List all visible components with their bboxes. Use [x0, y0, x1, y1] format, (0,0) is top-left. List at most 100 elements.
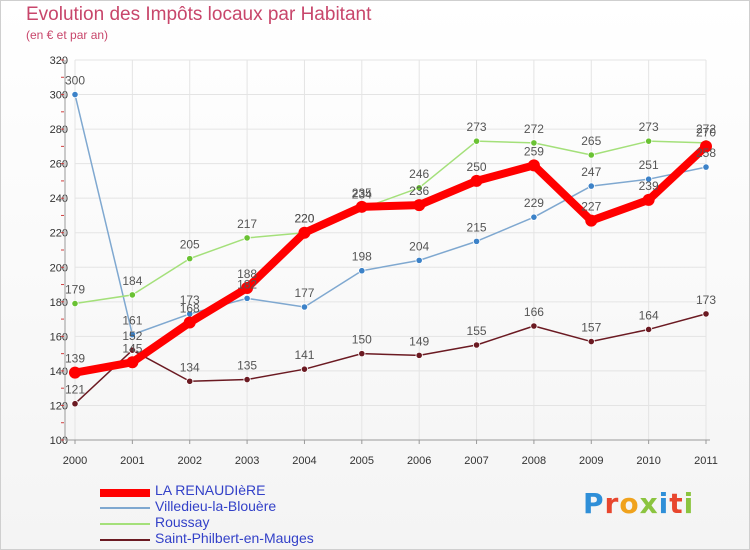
legend-label: Saint-Philbert-en-Mauges [155, 530, 314, 546]
legend-swatch-la-renaudiere [100, 489, 150, 497]
data-point-saint-philbert-en-mauges [702, 310, 710, 318]
data-point-villedieu-la-blouere [587, 182, 595, 190]
data-label-la-renaudiere: 250 [467, 160, 487, 174]
data-point-la-renaudiere [527, 159, 540, 172]
data-label-villedieu-la-blouere: 177 [294, 286, 314, 300]
data-label-saint-philbert-en-mauges: 121 [65, 383, 85, 397]
chart-subtitle: (en € et par an) [26, 28, 109, 42]
data-point-villedieu-la-blouere [415, 256, 423, 264]
series-line-saint-philbert-en-mauges [74, 313, 707, 405]
data-point-saint-philbert-en-mauges [186, 377, 194, 385]
data-point-roussay [472, 137, 481, 145]
data-label-roussay: 184 [122, 274, 142, 288]
data-label-villedieu-la-blouere: 258 [696, 146, 716, 160]
y-tick-label: 120 [50, 400, 68, 412]
data-point-la-renaudiere [69, 366, 81, 379]
data-label-roussay: 273 [639, 120, 659, 134]
y-tick-label: 160 [50, 331, 68, 343]
legend-label: Roussay [155, 514, 210, 530]
legend-swatch-saint-philbert [100, 539, 150, 541]
data-point-villedieu-la-blouere [300, 303, 309, 311]
data-point-villedieu-la-blouere [71, 90, 79, 99]
x-tick-label: 2010 [636, 455, 660, 467]
x-tick-label: 2004 [292, 455, 316, 467]
data-point-roussay [587, 151, 595, 159]
data-label-roussay: 179 [65, 283, 85, 297]
data-label-saint-philbert-en-mauges: 157 [581, 321, 601, 335]
data-point-la-renaudiere [355, 200, 368, 213]
data-label-saint-philbert-en-mauges: 155 [467, 324, 487, 338]
data-label-saint-philbert-en-mauges: 149 [409, 334, 429, 348]
data-label-roussay: 234 [352, 188, 372, 202]
x-tick-label: 2002 [177, 455, 201, 467]
y-tick-label: 140 [50, 366, 68, 378]
x-tick-label: 2008 [522, 455, 546, 467]
data-label-la-renaudiere: 168 [180, 302, 200, 316]
legend-label: Villedieu-la-Blouère [155, 498, 277, 514]
data-point-villedieu-la-blouere [358, 267, 366, 275]
x-tick-label: 2005 [350, 455, 374, 467]
data-point-la-renaudiere [298, 226, 311, 239]
data-point-saint-philbert-en-mauges [415, 351, 423, 359]
data-point-saint-philbert-en-mauges [358, 350, 366, 358]
data-label-roussay: 246 [409, 167, 429, 181]
data-label-saint-philbert-en-mauges: 141 [294, 348, 314, 362]
data-label-la-renaudiere: 236 [409, 184, 429, 198]
data-point-saint-philbert-en-mauges [587, 337, 595, 346]
data-label-saint-philbert-en-mauges: 134 [180, 360, 200, 374]
data-label-saint-philbert-en-mauges: 135 [237, 359, 257, 373]
data-label-la-renaudiere: 220 [294, 212, 314, 226]
data-label-villedieu-la-blouere: 215 [467, 220, 487, 234]
data-point-la-renaudiere [585, 214, 598, 227]
data-point-la-renaudiere [241, 282, 254, 294]
data-label-la-renaudiere: 139 [65, 352, 85, 366]
data-point-roussay [645, 137, 653, 145]
data-label-roussay: 217 [237, 217, 257, 231]
series-line-villedieu-la-blouere [74, 93, 707, 336]
data-point-villedieu-la-blouere [530, 213, 538, 221]
y-tick-label: 280 [50, 124, 68, 136]
data-label-roussay: 205 [180, 238, 200, 252]
data-label-villedieu-la-blouere: 204 [409, 239, 429, 253]
data-point-saint-philbert-en-mauges [71, 400, 79, 408]
data-point-saint-philbert-en-mauges [645, 325, 653, 334]
data-label-la-renaudiere: 239 [639, 179, 659, 193]
data-point-villedieu-la-blouere [128, 331, 136, 339]
data-label-saint-philbert-en-mauges: 164 [639, 308, 659, 322]
data-label-la-renaudiere: 188 [237, 267, 257, 281]
x-tick-label: 2007 [464, 455, 488, 467]
data-label-la-renaudiere: 235 [352, 186, 372, 200]
y-tick-label: 220 [50, 228, 68, 240]
data-point-saint-philbert-en-mauges [530, 322, 538, 330]
x-tick-label: 2011 [694, 455, 718, 467]
proxiti-logo: Proxiti [583, 487, 695, 520]
data-point-roussay [186, 255, 194, 263]
data-point-villedieu-la-blouere [243, 294, 251, 302]
data-label-villedieu-la-blouere: 161 [122, 314, 142, 328]
data-point-roussay [530, 139, 538, 147]
data-point-la-renaudiere [126, 356, 139, 369]
data-label-la-renaudiere: 227 [581, 200, 601, 214]
data-label-roussay: 272 [524, 122, 544, 136]
data-point-la-renaudiere [413, 199, 426, 212]
data-point-la-renaudiere [183, 316, 196, 329]
data-label-la-renaudiere: 259 [524, 144, 544, 158]
x-tick-label: 2003 [235, 455, 259, 467]
data-point-villedieu-la-blouere [472, 237, 481, 245]
data-label-villedieu-la-blouere: 198 [352, 250, 372, 264]
data-label-roussay: 265 [581, 134, 601, 148]
data-label-roussay: 272 [696, 122, 716, 136]
y-tick-label: 100 [50, 435, 68, 447]
y-tick-label: 320 [50, 55, 68, 67]
data-point-saint-philbert-en-mauges [243, 375, 251, 384]
data-point-villedieu-la-blouere [645, 175, 653, 183]
data-label-la-renaudiere: 270 [696, 125, 716, 139]
data-label-villedieu-la-blouere: 173 [180, 293, 200, 307]
data-label-roussay: 273 [467, 120, 487, 134]
data-point-saint-philbert-en-mauges [472, 341, 481, 349]
data-point-saint-philbert-en-mauges [300, 365, 309, 373]
x-tick-label: 2001 [120, 455, 144, 467]
series-line-la-renaudiere [71, 142, 710, 377]
x-tick-label: 2006 [407, 455, 431, 467]
